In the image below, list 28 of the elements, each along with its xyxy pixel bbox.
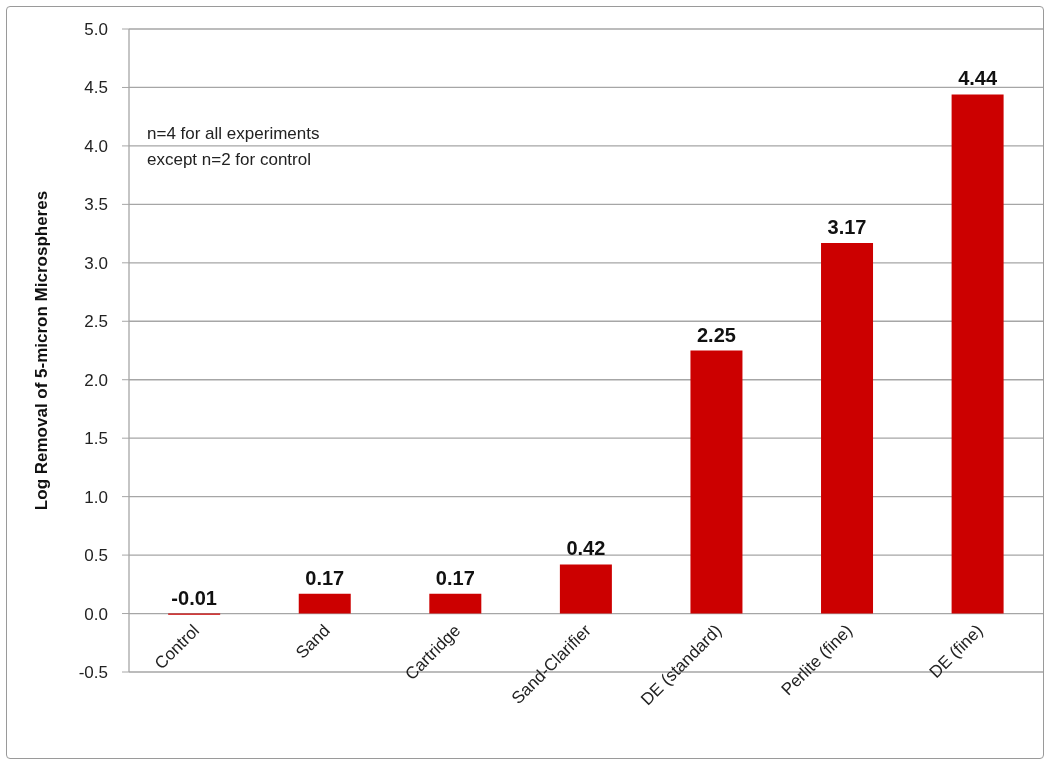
bar xyxy=(821,242,874,614)
y-tick-label: 4.5 xyxy=(84,78,108,98)
data-label: 4.44 xyxy=(958,67,998,90)
y-tick-label: -0.5 xyxy=(78,663,108,683)
y-tick-label: 5.0 xyxy=(84,20,108,40)
y-tick-label: 0.5 xyxy=(84,546,108,566)
data-label: -0.01 xyxy=(171,586,217,609)
y-tick-label: 3.0 xyxy=(84,253,108,273)
y-tick-label: 2.5 xyxy=(84,312,108,332)
y-tick-label: 1.0 xyxy=(84,487,108,507)
y-tick-label: 1.5 xyxy=(84,429,108,449)
bar xyxy=(951,94,1004,614)
data-label: 0.17 xyxy=(305,566,345,589)
y-tick-label: 4.0 xyxy=(84,136,108,156)
y-tick-label: 0.0 xyxy=(84,604,108,624)
y-axis-title: Log Removal of 5-micron Microspheres xyxy=(32,190,52,511)
y-tick-label: 3.5 xyxy=(84,195,108,215)
y-tick-label: 2.0 xyxy=(84,370,108,390)
annotation: n=4 for all experiments xyxy=(147,123,320,145)
data-label: 2.25 xyxy=(696,323,736,346)
bar xyxy=(298,593,351,614)
data-label: 0.42 xyxy=(566,537,606,560)
data-label: 0.17 xyxy=(435,566,475,589)
bar xyxy=(690,350,743,614)
bar xyxy=(559,564,612,614)
annotation: except n=2 for control xyxy=(147,149,312,171)
bar xyxy=(429,593,482,614)
data-label: 3.17 xyxy=(827,215,867,238)
